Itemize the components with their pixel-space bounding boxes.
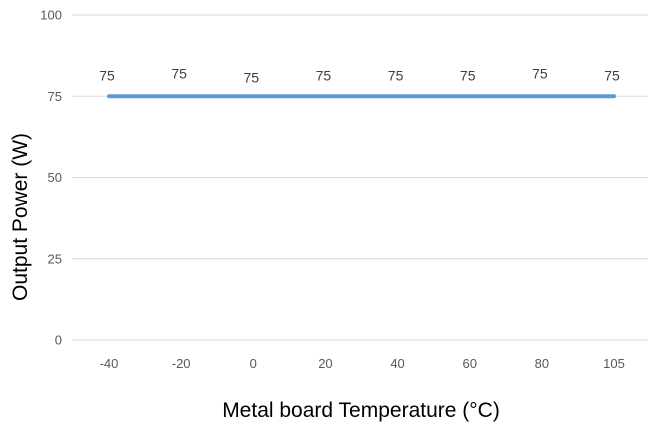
data-label: 75: [604, 67, 620, 83]
x-axis-title: Metal board Temperature (°C): [222, 399, 500, 422]
y-tick-label: 25: [48, 251, 62, 266]
gridlines: [72, 14, 648, 341]
data-label: 75: [316, 67, 332, 83]
y-tick-label: 100: [40, 8, 62, 23]
data-labels: 75 75 75 75 75 75 75 75: [99, 65, 620, 85]
x-axis-tick-labels: -40 -20 0 20 40 60 80 105: [100, 356, 625, 371]
data-label: 75: [460, 67, 476, 83]
x-tick-label: 40: [390, 356, 404, 371]
y-tick-label: 0: [55, 333, 62, 348]
data-label: 75: [243, 69, 259, 85]
x-tick-label: -20: [172, 356, 191, 371]
y-tick-label: 50: [48, 170, 62, 185]
data-label: 75: [171, 65, 187, 81]
y-axis-tick-labels: 0 25 50 75 100: [40, 8, 62, 348]
x-tick-label: 0: [250, 356, 257, 371]
data-label: 75: [532, 65, 548, 81]
x-tick-label: 60: [462, 356, 476, 371]
x-tick-label: 20: [318, 356, 332, 371]
x-tick-label: -40: [100, 356, 119, 371]
y-tick-label: 75: [48, 89, 62, 104]
y-axis-title: Output Power (W): [9, 133, 32, 301]
x-tick-label: 105: [603, 356, 625, 371]
data-label: 75: [99, 67, 115, 83]
x-tick-label: 80: [535, 356, 549, 371]
data-label: 75: [388, 67, 404, 83]
